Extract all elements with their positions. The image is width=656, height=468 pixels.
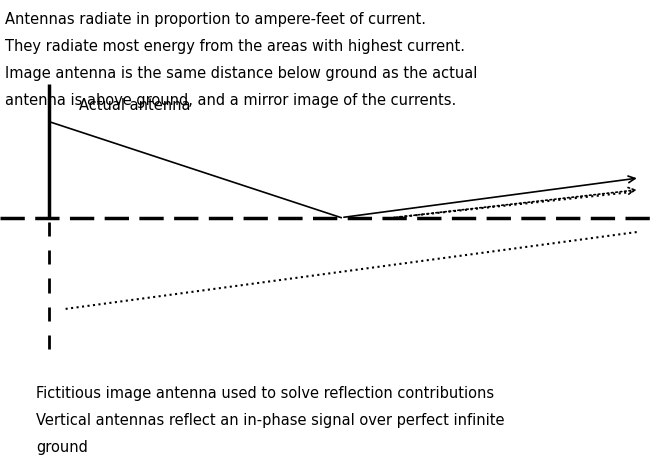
Text: Vertical antennas reflect an in-phase signal over perfect infinite: Vertical antennas reflect an in-phase si… bbox=[36, 413, 504, 428]
Text: Actual antenna: Actual antenna bbox=[79, 98, 190, 113]
Text: Antennas radiate in proportion to ampere-feet of current.: Antennas radiate in proportion to ampere… bbox=[5, 12, 426, 27]
Text: They radiate most energy from the areas with highest current.: They radiate most energy from the areas … bbox=[5, 39, 465, 54]
Text: Image antenna is the same distance below ground as the actual: Image antenna is the same distance below… bbox=[5, 66, 478, 81]
Text: ground: ground bbox=[36, 440, 88, 455]
Text: Fictitious image antenna used to solve reflection contributions: Fictitious image antenna used to solve r… bbox=[36, 386, 494, 401]
Text: antenna is above ground, and a mirror image of the currents.: antenna is above ground, and a mirror im… bbox=[5, 93, 457, 108]
